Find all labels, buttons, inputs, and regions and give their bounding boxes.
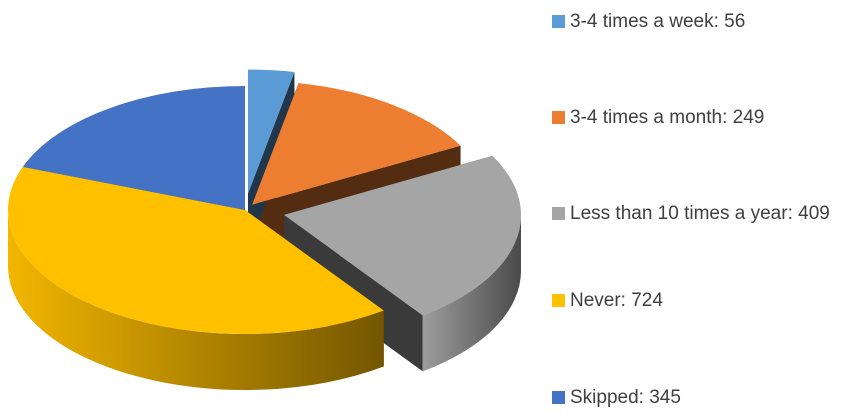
pie-slice-3-4-times-a-month (252, 83, 461, 205)
legend-item-week: 3-4 times a week: 56 (552, 8, 745, 36)
legend-label: 3-4 times a week: 56 (570, 11, 746, 32)
legend-item-month: 3-4 times a month: 249 (552, 104, 764, 132)
legend-item-year: Less than 10 times a year: 409 (552, 200, 852, 228)
pie-slice-outer-wall (8, 210, 384, 390)
legend-swatch (552, 391, 565, 404)
pie-slice-less-than-10-times-a-year (283, 155, 521, 316)
legend-swatch (552, 111, 565, 124)
legend-label: Less than 10 times a year: 409 (570, 203, 830, 224)
legend-item-skipped: Skipped: 345 (552, 384, 681, 412)
pie-slice-outer-wall (422, 214, 521, 372)
pie-chart (7, 69, 521, 390)
legend-label: Skipped: 345 (570, 387, 681, 408)
legend-swatch (552, 15, 565, 28)
pie-slice-skipped (22, 85, 246, 210)
legend-label: Never: 724 (570, 290, 663, 311)
legend-swatch (552, 294, 565, 307)
legend-item-never: Never: 724 (552, 287, 663, 315)
pie-slice-never (7, 166, 384, 334)
legend-label: 3-4 times a month: 249 (570, 107, 765, 128)
legend-swatch (552, 207, 565, 220)
chart-legend: 3-4 times a week: 56 3-4 times a month: … (552, 0, 852, 417)
pie-slice-3-4-times-a-week (247, 69, 295, 194)
